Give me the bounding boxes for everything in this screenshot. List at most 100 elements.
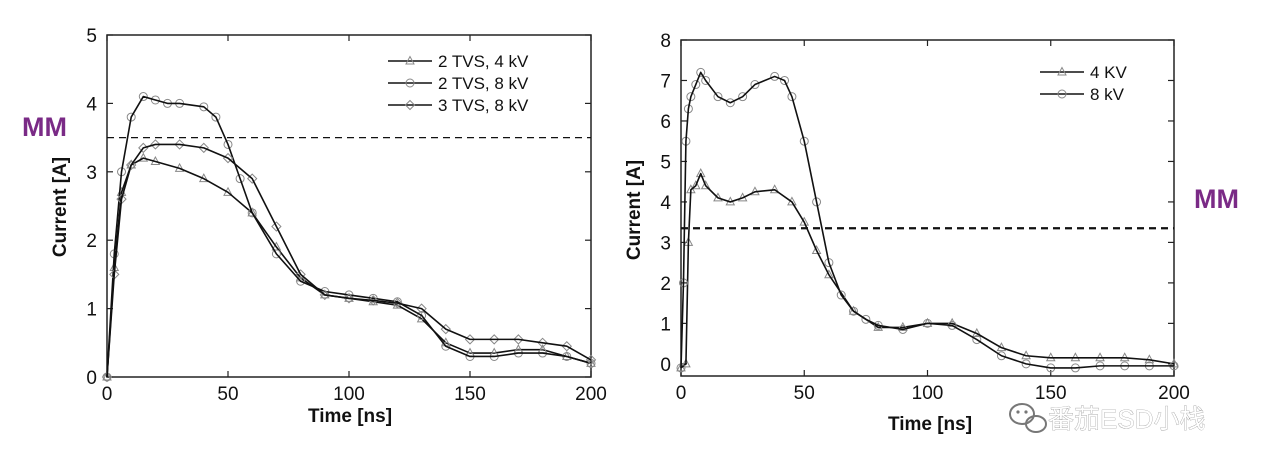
y-tick-label: 8: [660, 31, 671, 52]
data-point: [713, 92, 723, 102]
watermark: 番茄ESD小栈: [1009, 403, 1206, 434]
data-point: [725, 98, 735, 108]
legend-item: 4 KV: [1040, 63, 1128, 82]
legend-marker: [1057, 89, 1067, 99]
data-point: [295, 269, 306, 280]
x-tick-label: 200: [1158, 383, 1190, 404]
chart-left-series: [101, 92, 597, 383]
data-point: [861, 314, 871, 324]
y-tick-label: 2: [660, 274, 671, 295]
y-tick-label: 1: [660, 314, 671, 335]
y-tick-label: 6: [660, 112, 671, 133]
data-point: [138, 152, 149, 162]
data-point: [824, 269, 834, 279]
data-point: [174, 139, 185, 150]
legend-marker: [405, 55, 415, 65]
data-point: [770, 71, 780, 81]
data-point: [150, 139, 161, 150]
mm-label-right: MM: [1194, 184, 1239, 214]
data-point: [836, 290, 846, 300]
y-tick-label: 0: [660, 355, 671, 376]
x-tick-label: 150: [1035, 383, 1067, 404]
data-point: [700, 180, 711, 190]
chart-right-legend: 4 KV 8 kV: [1040, 63, 1128, 104]
x-tick-label: 150: [454, 384, 486, 405]
chart-left-x-axis-label: Time [ns]: [308, 406, 392, 427]
data-point: [417, 310, 427, 320]
legend-label: 2 TVS, 4 kV: [438, 52, 529, 71]
legend-marker: [405, 78, 415, 88]
legend-item: 3 TVS, 8 kV: [388, 96, 529, 115]
chart-left-y-axis-label: Current [A]: [50, 157, 71, 257]
data-point: [150, 95, 160, 105]
data-point: [996, 351, 1006, 361]
data-point: [681, 358, 691, 368]
data-point: [799, 216, 810, 226]
legend-item: 8 kV: [1040, 85, 1125, 104]
data-point: [811, 244, 822, 255]
legend-marker: [404, 99, 416, 111]
data-point: [441, 341, 451, 351]
y-tick-label: 7: [660, 71, 671, 92]
y-tick-label: 5: [660, 152, 671, 173]
data-point: [223, 139, 233, 149]
data-point: [713, 192, 723, 202]
data-point: [690, 180, 701, 190]
series-triangle: [676, 168, 1179, 372]
series-line: [680, 71, 1174, 369]
x-tick-label: 0: [102, 384, 113, 405]
data-point: [102, 371, 112, 381]
y-tick-label: 1: [86, 300, 97, 321]
legend-marker: [1057, 66, 1067, 76]
x-tick-label: 0: [676, 383, 687, 404]
data-point: [738, 92, 748, 102]
series-triangle: [102, 152, 596, 381]
data-point: [691, 80, 701, 90]
data-point: [848, 305, 859, 315]
series-line: [106, 95, 592, 378]
legend-item: 2 TVS, 8 kV: [388, 74, 529, 93]
chart-right-y-axis-label: Current [A]: [624, 160, 645, 260]
data-point: [247, 208, 257, 218]
x-tick-label: 200: [575, 384, 607, 405]
x-tick-label: 50: [794, 383, 815, 404]
x-tick-label: 50: [217, 384, 238, 405]
data-point: [769, 184, 780, 194]
data-point: [392, 297, 403, 309]
data-point: [271, 249, 281, 259]
data-point: [296, 276, 306, 286]
y-tick-label: 3: [86, 163, 97, 184]
data-point: [125, 159, 137, 171]
wechat-icon: [1009, 403, 1047, 433]
data-point: [367, 295, 379, 306]
chart-left-ticks: 0 50 100 150 200 0 1 2 3 4 5: [86, 26, 606, 405]
chart-right-x-axis-label: Time [ns]: [888, 414, 972, 435]
data-point: [488, 334, 500, 345]
y-tick-label: 4: [86, 94, 97, 115]
data-point: [537, 337, 548, 349]
data-point: [513, 334, 524, 345]
data-point: [416, 303, 427, 314]
data-point: [972, 335, 982, 345]
data-point: [235, 174, 245, 184]
data-point: [101, 371, 113, 383]
data-point: [849, 306, 859, 316]
data-point: [198, 142, 210, 154]
legend-label: 2 TVS, 8 kV: [438, 74, 529, 93]
series-diamond: [101, 139, 597, 383]
series-line: [106, 143, 592, 378]
watermark-text: 番茄ESD小栈: [1048, 404, 1205, 434]
x-tick-label: 100: [912, 383, 944, 404]
chart-right-series: [676, 67, 1179, 373]
chart-left: 0 50 100 150 200 0 1 2 3 4 5 2 TVS, 4 kV 2 TVS, 8 k…: [22, 26, 607, 427]
y-tick-label: 5: [86, 26, 97, 47]
data-point: [211, 112, 221, 122]
x-tick-label: 100: [333, 384, 365, 405]
chart-right-ticks: 0 50 100 150 200 0 1 2 3 4 5 6 7 8: [660, 31, 1189, 404]
legend-label: 3 TVS, 8 kV: [438, 96, 529, 115]
series-circle: [676, 67, 1179, 373]
data-point: [750, 80, 760, 90]
chart-right: 0 50 100 150 200 0 1 2 3 4 5 6 7 8 4 KV 8 kV Time [ns]…: [624, 31, 1239, 435]
chart-left-legend: 2 TVS, 4 kV 2 TVS, 8 kV 3 TVS, 8 kV: [388, 52, 529, 115]
y-tick-label: 4: [660, 193, 671, 214]
